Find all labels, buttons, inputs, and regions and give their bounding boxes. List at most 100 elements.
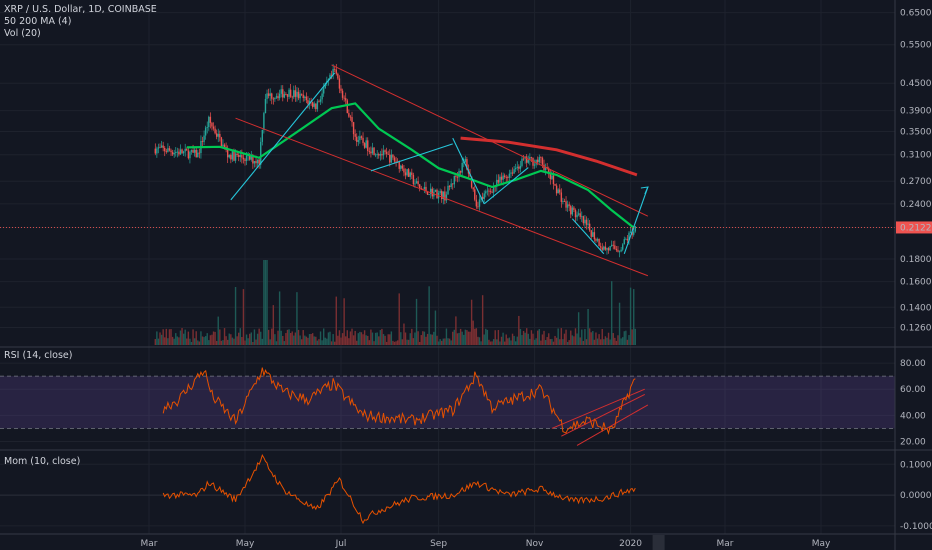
volume-bar [570, 330, 572, 345]
rsi-title: RSI (14, close) [4, 350, 72, 361]
candle-body [543, 164, 545, 171]
candle-body [212, 126, 215, 129]
volume-bar [431, 334, 433, 345]
volume-bar [379, 330, 382, 345]
volume-bar [562, 339, 564, 345]
candle-body [474, 189, 476, 200]
mom-pane[interactable] [0, 453, 895, 525]
volume-bar [414, 332, 416, 345]
candle-body [565, 201, 567, 208]
candle-body [192, 150, 194, 153]
volume-bar [428, 286, 430, 345]
candle-body [190, 150, 193, 152]
volume-bar [548, 333, 550, 345]
candle-body [239, 155, 241, 157]
chart-title: XRP / U.S. Dollar, 1D, COINBASE [4, 4, 157, 15]
candle-body [368, 150, 371, 152]
candle-body [230, 154, 232, 160]
volume-bar [581, 329, 583, 345]
volume-bar [441, 340, 443, 345]
volume-bar [255, 339, 257, 345]
candle-body [189, 151, 191, 159]
x-tick-label: May [236, 539, 255, 549]
rsi-tick-label: 20.00 [900, 437, 926, 447]
volume-bar [367, 335, 369, 345]
candle-body [308, 101, 311, 104]
candle-body [581, 216, 583, 218]
trend-arrow [483, 167, 529, 205]
candle-body [365, 140, 367, 148]
volume-bar [308, 334, 311, 345]
volume-bar [522, 330, 525, 345]
volume-bar [434, 310, 437, 345]
candle-body [256, 159, 259, 164]
candle-body [554, 184, 556, 186]
volume-bar [304, 335, 306, 345]
volume-bar [511, 333, 514, 345]
volume-bar [423, 331, 426, 345]
price-pane[interactable] [0, 64, 895, 345]
candle-body [441, 191, 443, 200]
candle-body [514, 167, 517, 170]
rsi-pane[interactable] [0, 367, 895, 446]
candle-body [393, 157, 396, 162]
x-tick-label: May [812, 539, 831, 549]
volume-bar [365, 335, 367, 345]
volume-bar [351, 328, 353, 345]
volume-bar [521, 335, 523, 345]
candle-body [197, 152, 199, 158]
volume-bar [204, 336, 207, 345]
volume-bar [252, 341, 254, 345]
volume-bar [299, 335, 301, 345]
volume-bar [489, 341, 492, 345]
volume-bar [582, 340, 585, 345]
volume-bar [590, 332, 592, 345]
volume-bar [467, 331, 470, 345]
volume-bar [620, 338, 622, 345]
volume-bar [466, 330, 468, 345]
volume-bar [261, 338, 264, 345]
volume-bar [293, 335, 295, 345]
candle-body [588, 223, 591, 231]
volume-bar [250, 332, 252, 345]
ma200-line [460, 136, 638, 177]
volume-bar [426, 333, 429, 345]
volume-bar [552, 341, 555, 345]
candle-body [516, 166, 518, 168]
volume-bar [313, 336, 315, 345]
candle-body [423, 186, 426, 190]
volume-bar [463, 334, 465, 345]
volume-bar [510, 340, 512, 345]
volume-bar [263, 260, 265, 345]
volume-bar [396, 340, 399, 345]
volume-bar [458, 332, 460, 345]
candle-body [316, 101, 319, 110]
volume-bar [200, 331, 202, 345]
volume-bar [516, 336, 518, 345]
volume-bar [190, 341, 193, 345]
volume-bar [359, 331, 361, 345]
candle-body [286, 94, 289, 97]
candle-body [381, 154, 383, 156]
price-tick-label: 0.1400 [900, 303, 932, 313]
candle-body [445, 194, 448, 201]
volume-bar [173, 338, 175, 345]
candle-body [236, 153, 238, 156]
volume-bar [170, 329, 172, 345]
volume-bar [244, 340, 246, 345]
candle-body [412, 174, 415, 185]
mom-tick-label: -0.1000 [900, 522, 932, 532]
candle-body [478, 199, 481, 207]
candle-body [231, 150, 234, 160]
rsi-tick-label: 80.00 [900, 359, 926, 369]
volume-bar [334, 341, 336, 345]
candle-body [233, 150, 235, 161]
candle-body [407, 169, 410, 177]
candle-body [263, 113, 265, 130]
volume-bar [555, 337, 558, 345]
candle-body [398, 162, 400, 169]
candle-body [250, 155, 252, 160]
volume-bar [296, 292, 298, 345]
candle-body [615, 248, 618, 251]
volume-bar [282, 335, 284, 345]
